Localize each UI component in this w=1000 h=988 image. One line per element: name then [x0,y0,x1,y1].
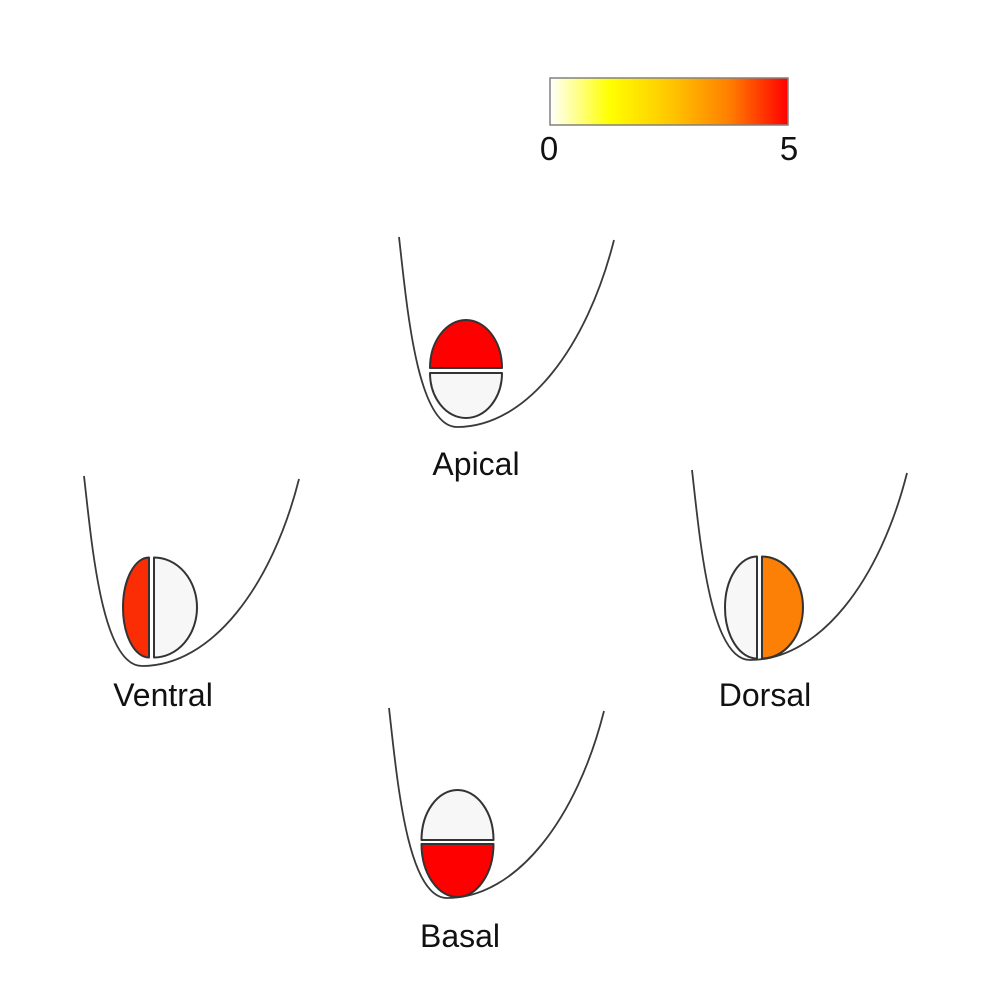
colorbar-min-tick: 0 [540,130,558,167]
apical-well-curve [398,236,615,428]
ventral-egg-right-half [153,556,198,659]
ventral-well-curve [83,475,300,667]
dorsal-label: Dorsal [719,677,811,713]
panel-apical: Apical [398,236,615,482]
apical-egg-bottom-half [429,372,503,419]
apical-label: Apical [432,446,519,482]
colorbar-gradient-bar [549,77,789,126]
ventral-label: Ventral [113,677,213,713]
dorsal-egg-left-half [724,555,758,660]
basal-egg-top-half [420,789,495,841]
dorsal-well-curve [691,469,908,661]
basal-egg-bottom-half [420,843,495,898]
panel-dorsal: Dorsal [691,469,908,713]
basal-label: Basal [420,918,500,954]
dorsal-egg-right-half [761,555,804,660]
panel-ventral: Ventral [83,475,300,713]
apical-egg-top-half [429,319,503,369]
basal-well-curve [388,707,605,899]
colorbar-max-tick: 5 [780,130,798,167]
colorbar-legend: 0 5 [540,77,798,167]
ventral-egg-left-half [122,556,150,659]
panel-basal: Basal [388,707,605,954]
